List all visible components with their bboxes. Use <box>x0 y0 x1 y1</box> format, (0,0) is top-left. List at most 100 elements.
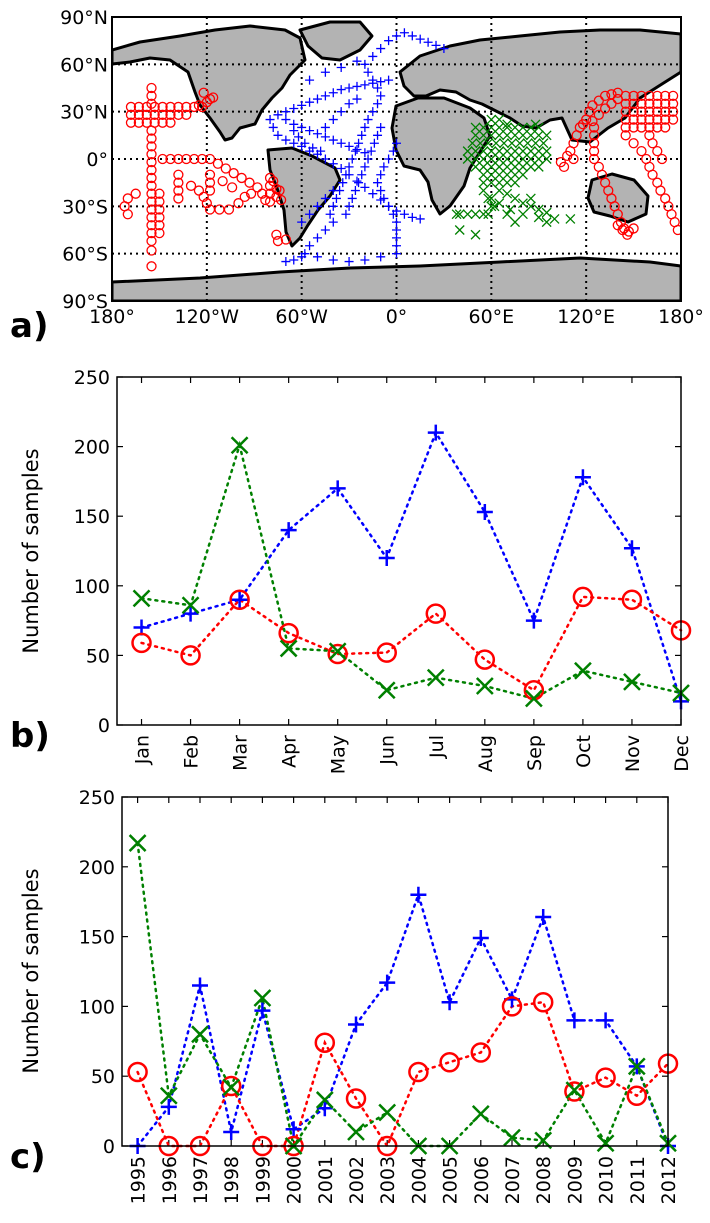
map-sample-point <box>368 51 378 61</box>
map-sample-point <box>328 159 338 169</box>
map-sample-point <box>494 146 505 157</box>
map-sample-point <box>305 97 315 107</box>
map-sample-point <box>388 146 398 156</box>
chart-b-data-point <box>574 469 591 486</box>
map-sample-point <box>363 67 373 77</box>
map-sample-point <box>173 177 184 188</box>
map-sample-point <box>133 109 145 120</box>
map-sample-point <box>565 213 576 224</box>
map-lon-tick-label: 180° <box>658 306 704 328</box>
map-sample-point <box>272 235 284 247</box>
chart-b-xtick-label: Jul <box>426 735 448 759</box>
map-sample-point <box>462 154 473 164</box>
chart-c-data-point <box>595 1067 616 1088</box>
map-sample-point <box>384 36 394 46</box>
map-sample-point <box>289 255 299 265</box>
map-sample-point <box>204 153 216 165</box>
chart-b-data-point <box>574 661 592 680</box>
map-sample-point <box>376 170 386 180</box>
map-sample-point <box>146 157 157 168</box>
map-sample-point <box>173 109 184 120</box>
map-sample-point <box>467 138 478 149</box>
chart-b-data-point <box>328 642 347 661</box>
map-sample-point <box>360 122 370 132</box>
map-sample-point <box>245 188 257 199</box>
chart-c-data-point <box>191 1025 209 1044</box>
map-sample-point <box>146 212 157 223</box>
map-sample-point <box>470 229 481 240</box>
map-sample-point <box>165 109 176 120</box>
map-sample-point <box>384 201 394 211</box>
map-sample-point <box>647 138 658 149</box>
map-sample-point <box>510 154 521 164</box>
map-lat-tick-label: 60°S <box>62 244 108 266</box>
map-sample-point <box>555 157 567 168</box>
map-land-layer <box>112 20 681 301</box>
map-sample-point <box>239 191 250 203</box>
map-sample-point <box>486 193 497 204</box>
panel-label-a: a) <box>10 306 48 346</box>
map-sample-point <box>141 109 152 120</box>
map-sample-point <box>599 90 611 102</box>
map-sample-point <box>517 161 528 172</box>
map-sample-point <box>478 161 489 172</box>
land-greenland <box>298 20 374 62</box>
map-sample-point <box>352 94 362 104</box>
map-sample-point <box>510 161 521 172</box>
chart-b-ylabel: Number of samples <box>19 448 43 653</box>
map-sample-point <box>312 233 322 243</box>
map-sample-point <box>154 188 165 199</box>
map-sample-point <box>667 114 679 125</box>
map-sample-point <box>388 209 398 219</box>
map-sample-point <box>320 122 330 132</box>
map-sample-point <box>363 154 373 164</box>
map-sample-point <box>226 182 238 193</box>
map-lat-tick-label: 90°N <box>60 7 108 29</box>
map-sample-point <box>244 177 255 188</box>
chart-c-data-point <box>160 1098 177 1115</box>
map-sample-point <box>636 114 647 125</box>
map-sample-point <box>154 196 165 207</box>
chart-c-xtick-label: 2004 <box>408 1156 430 1204</box>
chart-b-series-line <box>140 595 683 692</box>
chart-b-data-point <box>523 679 545 701</box>
map-sample-point <box>470 154 481 164</box>
map-sample-point <box>533 204 544 215</box>
map-sample-point <box>486 114 497 125</box>
map-sample-point <box>157 153 168 165</box>
chart-b-ytick-label: 100 <box>74 576 110 598</box>
map-sample-point <box>538 138 549 149</box>
chart-c-data-point <box>626 1085 648 1106</box>
map-sample-point <box>208 92 219 103</box>
map-sample-point <box>478 154 489 164</box>
map-sample-point <box>502 169 513 180</box>
map-sample-point <box>384 75 394 85</box>
map-sample-point <box>376 122 386 132</box>
map-sample-point <box>628 98 639 109</box>
map-sample-point <box>360 80 370 90</box>
map-sample-point <box>489 201 500 212</box>
chart-c-ytick-label: 100 <box>79 996 115 1018</box>
map-sample-point <box>289 138 299 148</box>
chart-c-data-point <box>470 1042 492 1063</box>
map-sample-point <box>201 198 212 209</box>
map-sample-point <box>146 245 157 256</box>
map-sample-point <box>198 191 209 203</box>
map-sample-point <box>146 228 157 239</box>
chart-b-data-point <box>181 596 200 615</box>
chart-c-xtick-label: 2008 <box>533 1156 555 1204</box>
map-sample-point <box>336 138 346 148</box>
map-sample-point <box>328 201 338 211</box>
map-sample-point <box>652 114 663 125</box>
map-sample-point <box>352 56 362 66</box>
map-sample-point <box>584 106 595 117</box>
map-sample-point <box>549 213 560 224</box>
map-sample-point <box>379 193 389 203</box>
map-sample-point <box>154 220 165 231</box>
map-sample-point <box>517 146 528 157</box>
map-sample-point <box>514 138 525 149</box>
map-sample-point <box>325 209 335 219</box>
map-lat-tick-label: 0° <box>86 149 108 171</box>
chart-b-xtick-label: May <box>328 735 350 774</box>
chart-c-xtick-label: 1999 <box>252 1156 274 1204</box>
